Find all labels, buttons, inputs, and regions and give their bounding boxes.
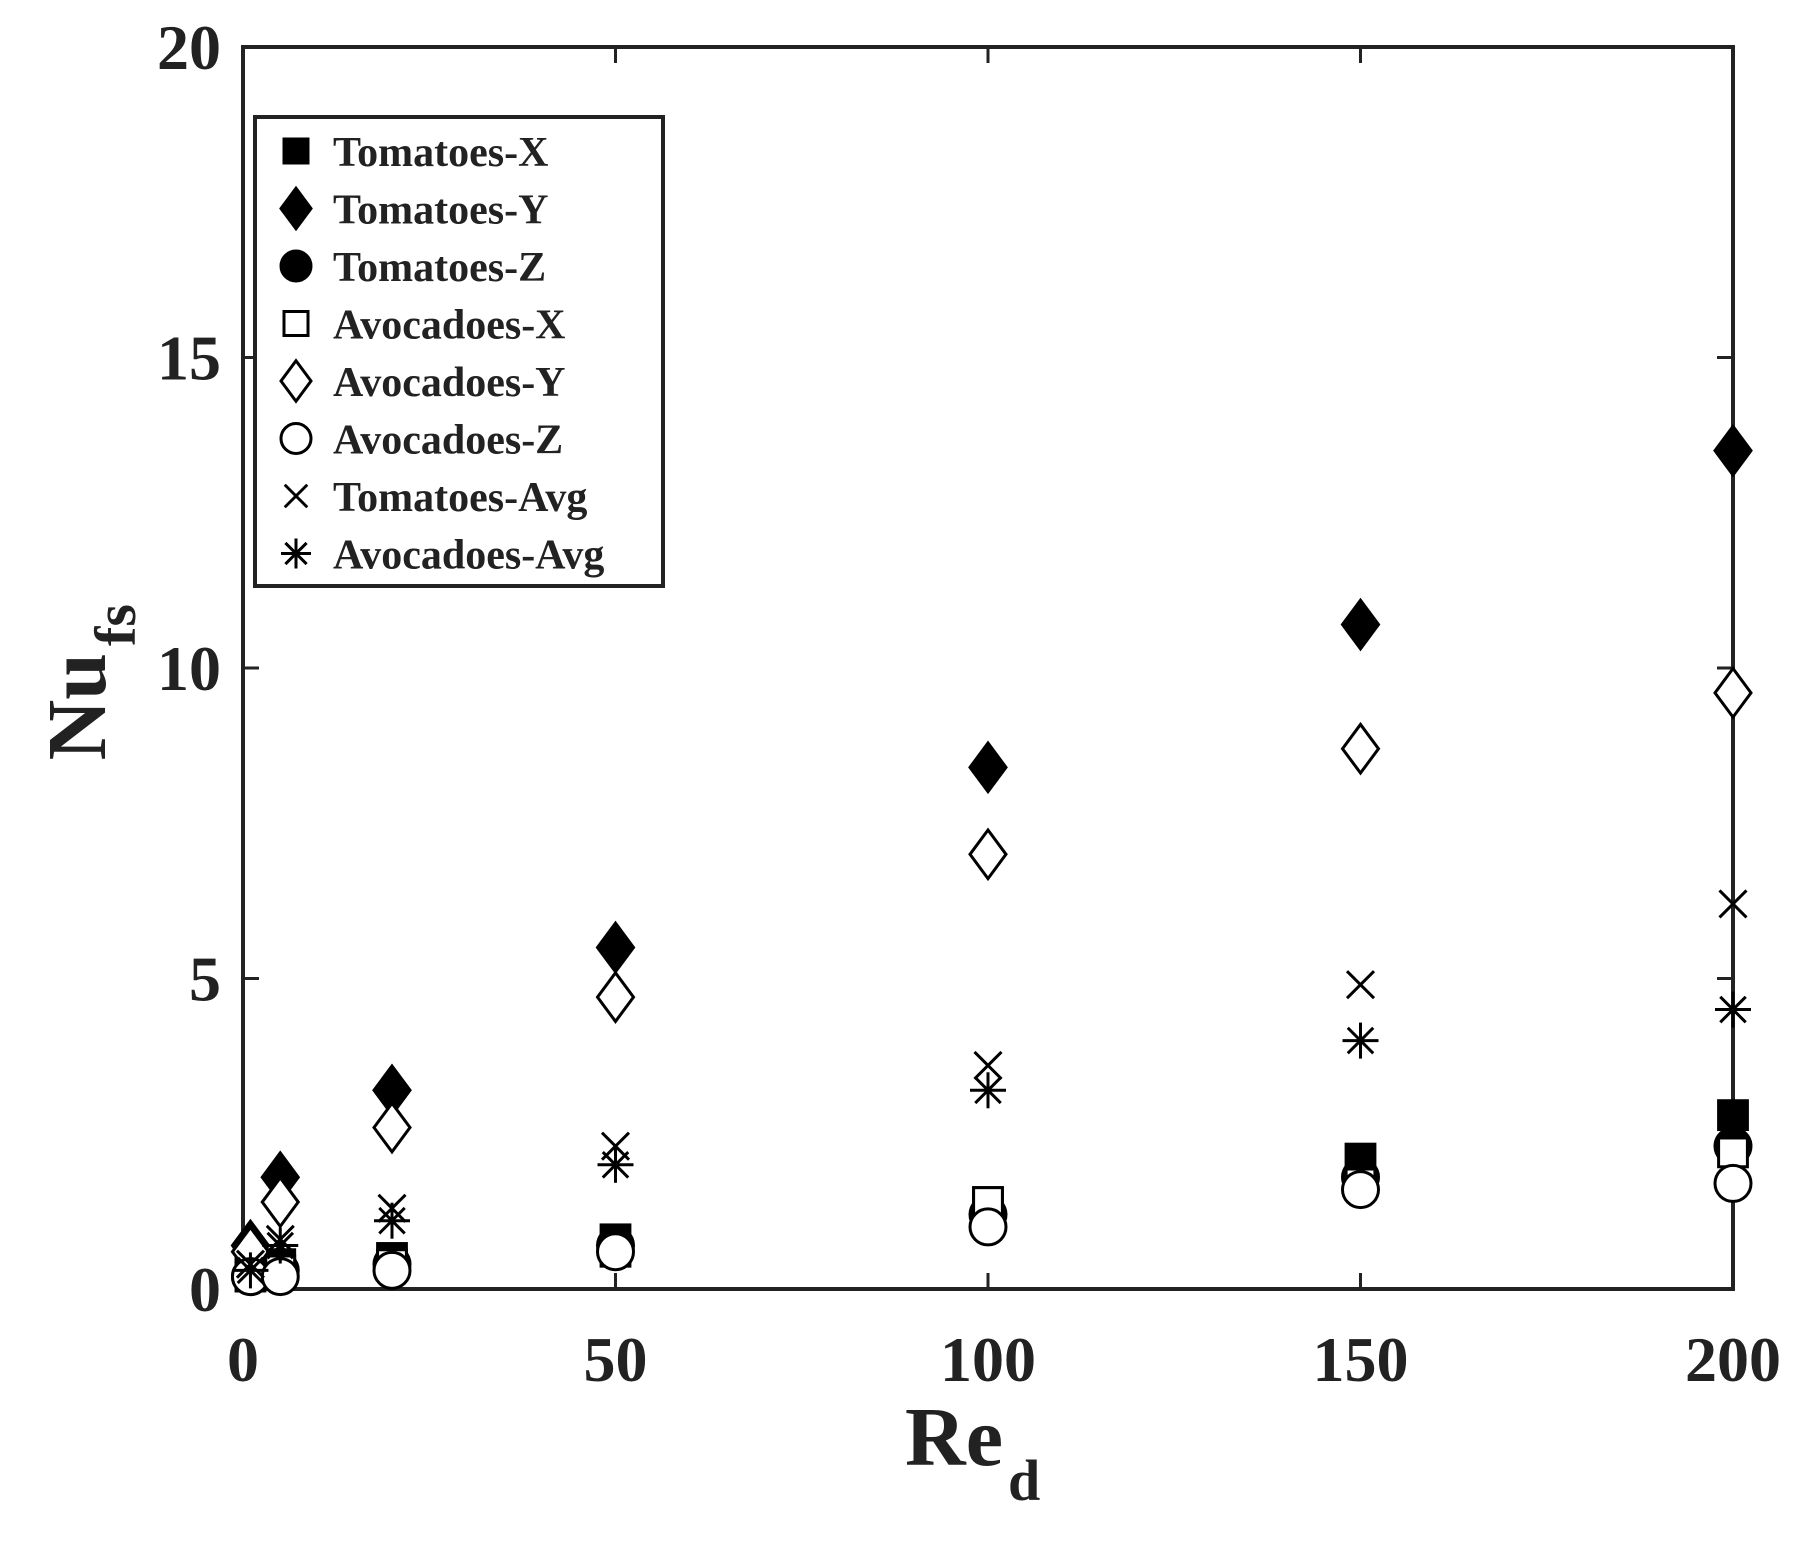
y-axis-label-subscript: fs [83, 604, 148, 646]
x-axis-label: Re [905, 1391, 1003, 1484]
x-tick-label: 150 [1313, 1324, 1409, 1395]
legend-marker-tomatoes-z [279, 249, 313, 283]
data-point-avocadoes-z [260, 1257, 300, 1297]
tick-labels: 0 50 100 150 200 0 5 10 15 20 [157, 12, 1781, 1395]
data-point-tomatoes-avg [973, 1050, 1003, 1081]
y-tick-label: 5 [189, 944, 221, 1015]
y-tick-label: 20 [157, 12, 221, 83]
legend-marker-avocadoes-avg [281, 538, 311, 569]
data-point-tomatoes-x [1717, 1099, 1749, 1132]
x-tick-label: 0 [227, 1324, 259, 1395]
data-point-avocadoes-z [1713, 1163, 1753, 1203]
y-tick-label: 15 [157, 323, 221, 394]
legend-marker-tomatoes-y [279, 185, 313, 232]
legend-box [253, 115, 665, 588]
data-point-avocadoes-y [1713, 666, 1753, 720]
data-point-avocadoes-x [1717, 1136, 1749, 1169]
data-point-avocadoes-avg [1342, 1022, 1379, 1059]
legend-marker-tomatoes-x [282, 137, 310, 165]
data-point-avocadoes-y [260, 1175, 301, 1229]
data-point-avocadoes-avg [1715, 991, 1751, 1028]
data-point-avocadoes-z [372, 1250, 412, 1290]
legend-label: Tomatoes-X [333, 130, 548, 176]
data-point-tomatoes-avg [1345, 970, 1376, 1000]
legend-label: Tomatoes-Y [333, 188, 548, 234]
x-tick-label: 50 [584, 1324, 648, 1395]
data-point-avocadoes-avg [597, 1146, 634, 1183]
legend-label: Tomatoes-Avg [333, 475, 587, 521]
legend-label: Avocadoes-Avg [333, 533, 604, 579]
data-point-tomatoes-y [1713, 423, 1753, 478]
y-tick-label: 0 [189, 1254, 221, 1325]
legend-label: Avocadoes-Y [333, 360, 566, 406]
legend-marker-avocadoes-z [279, 422, 313, 455]
legend-marker-tomatoes-avg [283, 483, 309, 509]
legend-marker-avocadoes-x [282, 310, 310, 337]
legend-label: Avocadoes-X [333, 303, 566, 349]
data-points [230, 423, 1753, 1297]
data-point-tomatoes-avg [1718, 889, 1748, 919]
data-point-avocadoes-y [372, 1100, 412, 1155]
y-axis-label: Nu [31, 653, 124, 760]
data-point-avocadoes-z [968, 1207, 1008, 1247]
x-tick-label: 100 [940, 1324, 1036, 1395]
legend-label: Avocadoes-Z [333, 418, 563, 464]
x-axis-label-subscript: d [1008, 1448, 1040, 1513]
data-point-tomatoes-y [1340, 597, 1381, 652]
x-tick-label: 200 [1685, 1324, 1781, 1395]
y-axis-label-group: Nu fs [31, 604, 148, 760]
data-point-avocadoes-avg [374, 1202, 410, 1239]
legend-label: Tomatoes-Z [333, 245, 546, 291]
data-point-avocadoes-avg [262, 1227, 299, 1264]
data-point-avocadoes-y [595, 970, 636, 1024]
legend: Tomatoes-X Tomatoes-Y Tomatoes-Z Avocadoes-… [253, 115, 665, 588]
data-point-avocadoes-avg [232, 1252, 269, 1289]
legend-marker-avocadoes-y [279, 358, 313, 404]
y-tick-label: 10 [157, 633, 221, 704]
data-point-avocadoes-avg [970, 1072, 1006, 1109]
data-point-avocadoes-z [596, 1232, 635, 1272]
data-point-avocadoes-y [1340, 721, 1381, 776]
data-point-tomatoes-y [968, 740, 1008, 795]
data-point-avocadoes-y [968, 827, 1008, 882]
data-point-avocadoes-z [1341, 1170, 1380, 1210]
